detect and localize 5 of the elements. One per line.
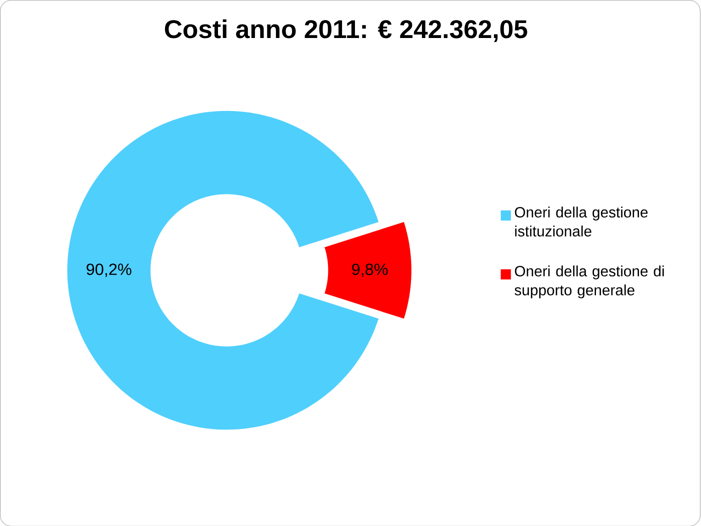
chart-title: Costi anno 2011: € 242.362,05 bbox=[164, 19, 528, 42]
data-label: 90,2% bbox=[86, 263, 132, 277]
legend-label: Oneri della gestione di supporto generale bbox=[514, 265, 664, 298]
legend-label: Oneri della gestione istituzionale bbox=[514, 206, 648, 236]
data-label: 9,8% bbox=[352, 263, 388, 277]
